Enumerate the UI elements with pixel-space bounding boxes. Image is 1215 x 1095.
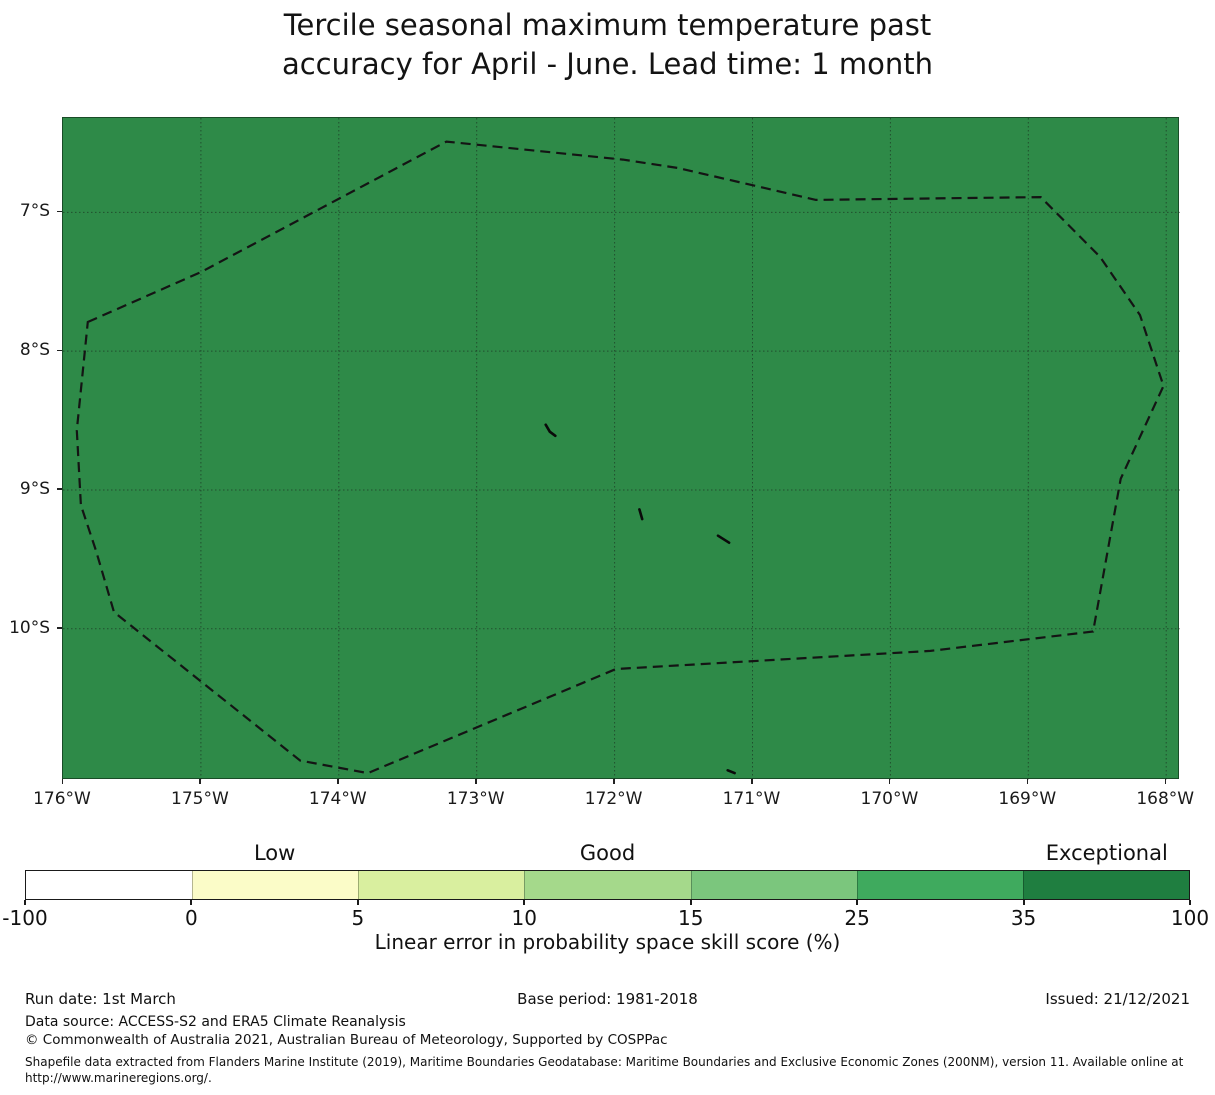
y-axis-tick xyxy=(57,349,62,352)
colorbar-tick-label: 5 xyxy=(351,906,365,930)
map-canvas xyxy=(63,118,1180,780)
x-tick-label: 172°W xyxy=(584,789,643,809)
colorbar-tick-label: -100 xyxy=(2,906,48,930)
colorbar-tick-label: 10 xyxy=(511,906,538,930)
colorbar-caption: Linear error in probability space skill … xyxy=(374,930,841,954)
colorbar-segment xyxy=(524,871,691,899)
y-axis-tick xyxy=(57,488,62,490)
x-axis-tick xyxy=(337,779,339,784)
y-axis-tick xyxy=(57,210,62,213)
chart-title-line-1: Tercile seasonal maximum temperature pas… xyxy=(283,8,932,42)
y-tick-label: 8°S xyxy=(19,340,50,361)
x-axis-tick xyxy=(888,779,891,784)
colorbar-segment xyxy=(690,871,857,899)
run-date-text: Run date: 1st March xyxy=(25,990,176,1008)
colorbar-segment xyxy=(26,871,193,899)
y-tick-label: 10°S xyxy=(9,617,50,638)
eez-boundary-dashed xyxy=(75,140,1165,775)
colorbar-tick-label: 15 xyxy=(677,906,704,930)
colorbar-segment xyxy=(1022,871,1189,899)
x-axis-tick xyxy=(1164,779,1167,784)
colorbar-tick-label: 100 xyxy=(1170,906,1210,930)
colorbar-segment xyxy=(856,871,1023,899)
issued-text: Issued: 21/12/2021 xyxy=(1045,990,1190,1008)
island-mark xyxy=(726,768,736,775)
chart-title: Tercile seasonal maximum temperature pas… xyxy=(0,6,1215,84)
x-axis-tick xyxy=(475,779,477,784)
island-mark xyxy=(638,508,644,521)
island-mark xyxy=(544,423,557,438)
x-axis-tick xyxy=(1026,779,1029,784)
colorbar-tick xyxy=(856,900,859,905)
colorbar-tick xyxy=(356,900,359,905)
base-period-text: Base period: 1981-2018 xyxy=(517,990,698,1008)
y-tick-label: 9°S xyxy=(19,478,50,499)
x-axis-tick xyxy=(199,779,201,784)
colorbar-category-label-low: Low xyxy=(253,841,296,865)
x-tick-label: 173°W xyxy=(446,789,505,809)
colorbar-category-label-exceptional: Exceptional xyxy=(1045,841,1168,865)
colorbar-tick xyxy=(523,900,526,905)
x-tick-label: 175°W xyxy=(171,789,229,809)
x-tick-label: 171°W xyxy=(722,789,781,809)
colorbar-tick-label: 35 xyxy=(1010,906,1037,930)
x-axis-tick xyxy=(613,779,615,784)
colorbar xyxy=(25,870,1190,900)
island-mark xyxy=(716,534,731,545)
map-plot-area xyxy=(62,117,1180,780)
x-tick-label: 169°W xyxy=(998,789,1057,809)
colorbar-tick xyxy=(1022,900,1025,905)
x-axis-tick xyxy=(751,779,753,784)
colorbar-tick xyxy=(24,900,26,905)
y-axis-tick xyxy=(57,627,62,629)
colorbar-tick xyxy=(1189,900,1191,905)
x-tick-label: 174°W xyxy=(308,789,367,809)
colorbar-segment xyxy=(192,871,359,899)
colorbar-tick-label: 0 xyxy=(185,906,198,930)
colorbar-category-label-good: Good xyxy=(579,841,636,865)
x-tick-label: 170°W xyxy=(860,789,919,809)
colorbar-tick xyxy=(689,900,692,905)
y-tick-label: 7°S xyxy=(19,201,50,222)
shapefile-note-text: Shapefile data extracted from Flanders M… xyxy=(25,1055,1184,1085)
colorbar-tick-label: 25 xyxy=(844,906,870,930)
data-source-text: Data source: ACCESS-S2 and ERA5 Climate … xyxy=(25,1014,406,1030)
x-tick-label: 176°W xyxy=(33,789,91,809)
colorbar-tick xyxy=(190,900,193,905)
colorbar-segment xyxy=(358,871,525,899)
chart-title-line-2: accuracy for April - June. Lead time: 1 … xyxy=(281,47,934,81)
x-tick-label: 168°W xyxy=(1136,789,1195,809)
copyright-text: © Commonwealth of Australia 2021, Austra… xyxy=(25,1032,668,1048)
x-axis-tick xyxy=(61,779,63,784)
